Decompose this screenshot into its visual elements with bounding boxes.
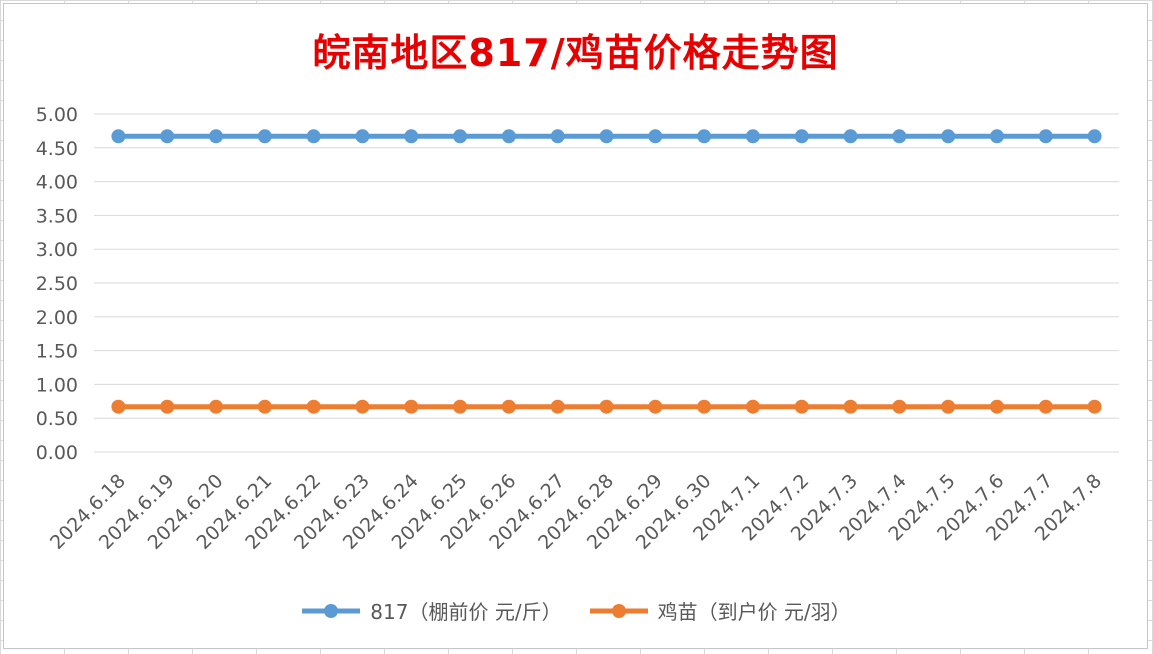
y-tick-label: 4.00 (36, 172, 78, 194)
data-point (892, 129, 907, 144)
data-point (599, 129, 614, 144)
y-tick-label: 0.50 (36, 408, 78, 430)
data-point (745, 129, 760, 144)
y-tick-label: 2.00 (36, 307, 78, 329)
data-point (257, 129, 272, 144)
data-point (892, 399, 907, 414)
data-point (697, 129, 712, 144)
data-point (941, 129, 956, 144)
data-point (745, 399, 760, 414)
data-point (404, 399, 419, 414)
data-point (453, 129, 468, 144)
chart-area[interactable]: 皖南地区817/鸡苗价格走势图 0.00 0.50 1.00 1.50 2.00 2.50… (3, 3, 1148, 649)
data-point (404, 129, 419, 144)
y-tick-label: 1.50 (36, 341, 78, 363)
data-point (843, 399, 858, 414)
data-point (989, 399, 1004, 414)
data-point (1087, 129, 1102, 144)
y-tick-label: 5.00 (36, 104, 78, 126)
data-point (697, 399, 712, 414)
data-point (209, 129, 224, 144)
y-tick-label: 4.50 (36, 138, 78, 160)
data-point (501, 129, 516, 144)
y-tick-label: 1.00 (36, 374, 78, 396)
data-point (843, 129, 858, 144)
data-point (989, 129, 1004, 144)
y-tick-label: 0.00 (36, 442, 78, 464)
data-point (209, 399, 224, 414)
chart-title: 皖南地区817/鸡苗价格走势图 (312, 31, 839, 75)
data-point (355, 399, 370, 414)
data-point (648, 129, 663, 144)
data-point (941, 399, 956, 414)
data-point (355, 129, 370, 144)
legend-item-1: 817（棚前价 元/斤） (300, 596, 562, 625)
legend-marker (589, 603, 648, 618)
data-point (550, 129, 565, 144)
y-tick-label: 2.50 (36, 273, 78, 295)
data-point (1038, 399, 1053, 414)
data-point (1038, 129, 1053, 144)
chart-legend: 817（棚前价 元/斤） 鸡苗（到户价 元/羽） (4, 596, 1147, 625)
data-point (550, 399, 565, 414)
data-point (1087, 399, 1102, 414)
data-point (501, 399, 516, 414)
y-tick-label: 3.00 (36, 239, 78, 261)
data-point (160, 399, 175, 414)
legend-label: 鸡苗（到户价 元/羽） (657, 600, 851, 624)
data-point (599, 399, 614, 414)
legend-label: 817（棚前价 元/斤） (370, 600, 562, 624)
legend-item-2: 鸡苗（到户价 元/羽） (588, 596, 851, 625)
data-point (160, 129, 175, 144)
data-point (648, 399, 663, 414)
data-point (257, 399, 272, 414)
data-point (111, 399, 126, 414)
legend-marker (302, 603, 361, 618)
y-tick-label: 3.50 (36, 205, 78, 227)
plot-area: 0.00 0.50 1.00 1.50 2.00 2.50 3.00 3.50 4.00 4.50… (36, 104, 1119, 554)
data-point (794, 399, 809, 414)
data-point (794, 129, 809, 144)
data-point (111, 129, 126, 144)
data-point (306, 399, 321, 414)
data-point (453, 399, 468, 414)
data-point (306, 129, 321, 144)
